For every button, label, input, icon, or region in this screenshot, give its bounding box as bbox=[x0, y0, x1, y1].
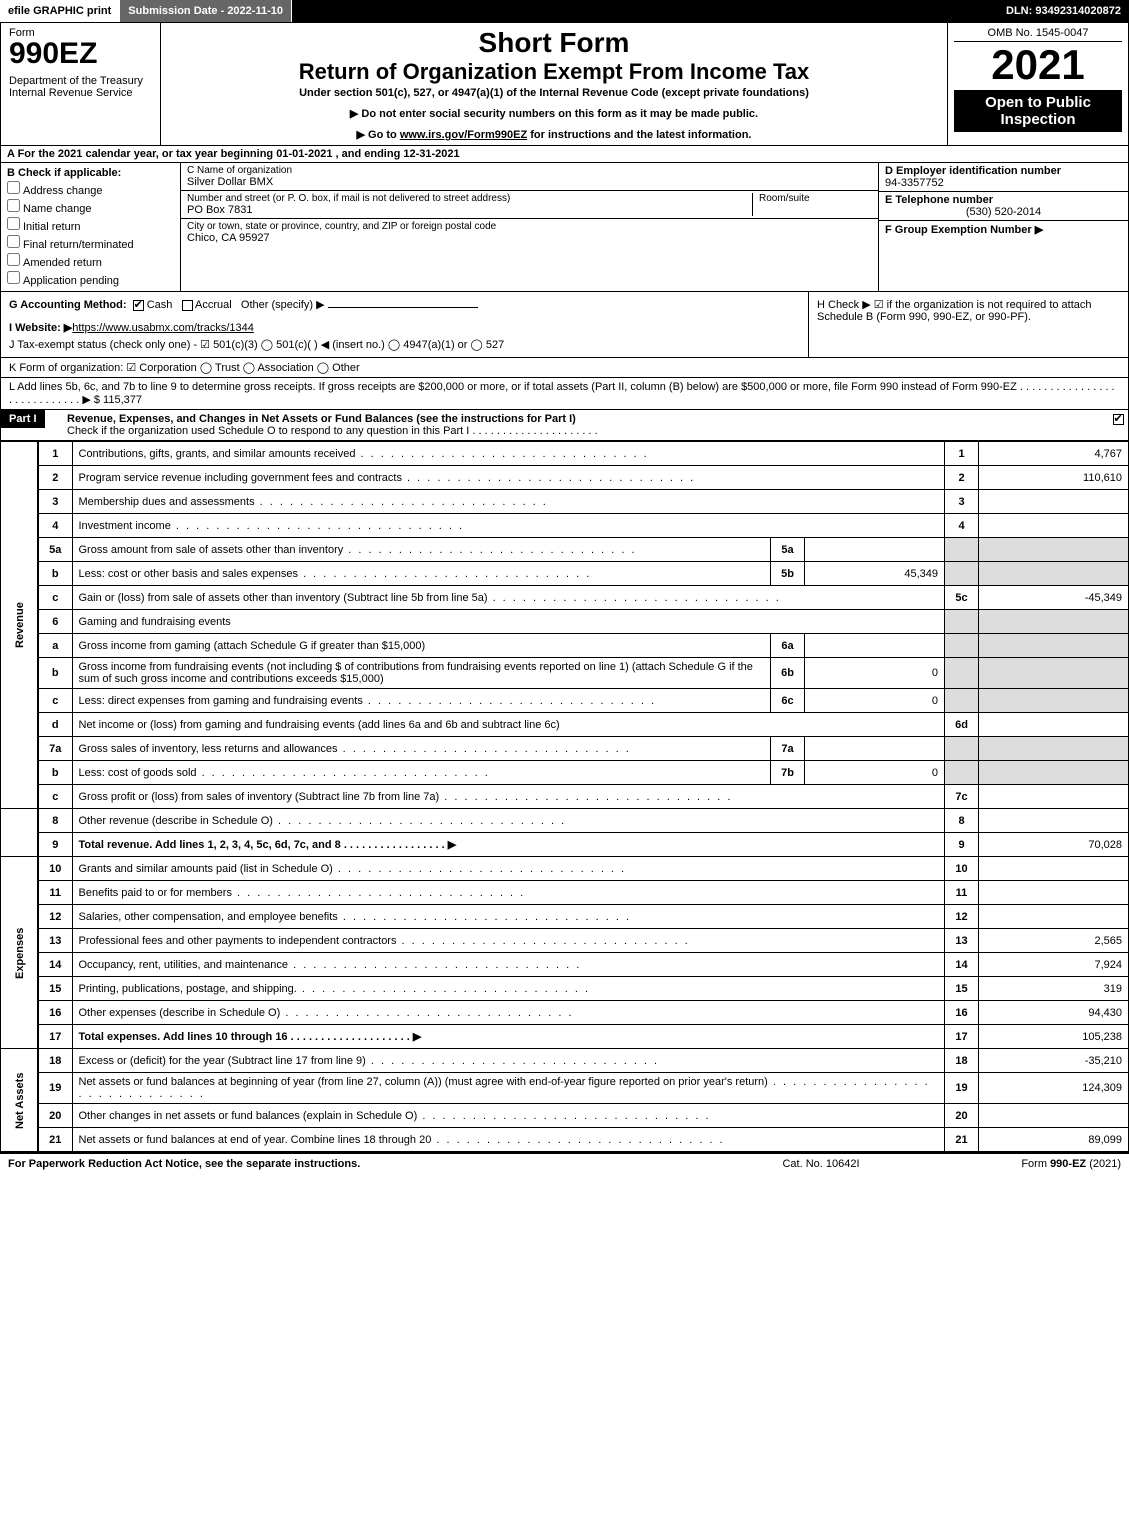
revenue-section-label: Revenue bbox=[1, 442, 39, 809]
ein-label: D Employer identification number bbox=[885, 165, 1122, 177]
short-form-title: Short Form bbox=[171, 27, 937, 59]
section-gh: G Accounting Method: Cash Accrual Other … bbox=[0, 292, 1129, 358]
note-ssn: ▶ Do not enter social security numbers o… bbox=[171, 107, 937, 120]
form-header: Form 990EZ Department of the Treasury In… bbox=[0, 22, 1129, 146]
line9-total-revenue: 70,028 bbox=[979, 833, 1129, 857]
irs-link[interactable]: www.irs.gov/Form990EZ bbox=[400, 129, 527, 141]
part1-check: Check if the organization used Schedule … bbox=[67, 425, 1102, 437]
accounting-method: G Accounting Method: Cash Accrual Other … bbox=[1, 292, 808, 357]
note-link: ▶ Go to www.irs.gov/Form990EZ for instru… bbox=[171, 128, 937, 141]
expenses-section-label: Expenses bbox=[1, 857, 39, 1049]
line14-value: 7,924 bbox=[979, 953, 1129, 977]
line16-value: 94,430 bbox=[979, 1001, 1129, 1025]
column-c: C Name of organization Silver Dollar BMX… bbox=[181, 163, 878, 291]
line19-value: 124,309 bbox=[979, 1073, 1129, 1104]
form-subtitle: Under section 501(c), 527, or 4947(a)(1)… bbox=[171, 87, 937, 99]
tel-value: (530) 520-2014 bbox=[885, 206, 1122, 218]
schedule-b-check: H Check ▶ ☑ if the organization is not r… bbox=[808, 292, 1128, 357]
form-title: Return of Organization Exempt From Incom… bbox=[171, 59, 937, 85]
chk-amended-return[interactable]: Amended return bbox=[7, 253, 174, 269]
group-exempt-label: F Group Exemption Number ▶ bbox=[885, 223, 1122, 236]
department-label: Department of the Treasury Internal Reve… bbox=[9, 75, 154, 99]
tax-exempt-status: J Tax-exempt status (check only one) - ☑… bbox=[9, 338, 800, 351]
city-value: Chico, CA 95927 bbox=[187, 232, 872, 244]
line5b-value: 45,349 bbox=[805, 562, 945, 586]
paperwork-notice: For Paperwork Reduction Act Notice, see … bbox=[8, 1158, 721, 1170]
part1-tag: Part I bbox=[1, 410, 45, 428]
line7b-value: 0 bbox=[805, 761, 945, 785]
section-bcd: B Check if applicable: Address change Na… bbox=[0, 163, 1129, 292]
line15-value: 319 bbox=[979, 977, 1129, 1001]
line17-total-expenses: 105,238 bbox=[979, 1025, 1129, 1049]
part1-schedule-o-checkbox[interactable] bbox=[1113, 414, 1124, 425]
tax-year: 2021 bbox=[954, 42, 1122, 88]
website-label: I Website: ▶ bbox=[9, 322, 72, 334]
room-label: Room/suite bbox=[759, 193, 872, 204]
chk-accrual[interactable] bbox=[182, 300, 193, 311]
column-d: D Employer identification number 94-3357… bbox=[878, 163, 1128, 291]
header-left: Form 990EZ Department of the Treasury In… bbox=[1, 23, 161, 145]
website-link[interactable]: https://www.usabmx.com/tracks/1344 bbox=[72, 322, 254, 334]
chk-name-change[interactable]: Name change bbox=[7, 199, 174, 215]
org-name-value: Silver Dollar BMX bbox=[187, 176, 872, 188]
section-l: L Add lines 5b, 6c, and 7b to line 9 to … bbox=[0, 378, 1129, 410]
col-b-header: B Check if applicable: bbox=[7, 167, 174, 179]
org-name-label: C Name of organization bbox=[187, 165, 872, 176]
tel-label: E Telephone number bbox=[885, 194, 1122, 206]
line13-value: 2,565 bbox=[979, 929, 1129, 953]
form-number: 990EZ bbox=[9, 39, 154, 69]
line6b-value: 0 bbox=[805, 658, 945, 689]
chk-cash[interactable] bbox=[133, 300, 144, 311]
chk-application-pending[interactable]: Application pending bbox=[7, 271, 174, 287]
header-right: OMB No. 1545-0047 2021 Open to Public In… bbox=[948, 23, 1128, 145]
netassets-section-label: Net Assets bbox=[1, 1049, 39, 1152]
catalog-number: Cat. No. 10642I bbox=[721, 1158, 921, 1170]
submission-date: Submission Date - 2022-11-10 bbox=[120, 0, 292, 22]
section-k: K Form of organization: ☑ Corporation ◯ … bbox=[0, 358, 1129, 378]
line21-value: 89,099 bbox=[979, 1128, 1129, 1152]
part1-header: Part I Revenue, Expenses, and Changes in… bbox=[0, 410, 1129, 441]
omb-number: OMB No. 1545-0047 bbox=[954, 27, 1122, 42]
line5c-value: -45,349 bbox=[979, 586, 1129, 610]
top-bar: efile GRAPHIC print Submission Date - 20… bbox=[0, 0, 1129, 22]
header-center: Short Form Return of Organization Exempt… bbox=[161, 23, 948, 145]
line1-value: 4,767 bbox=[979, 442, 1129, 466]
chk-final-return[interactable]: Final return/terminated bbox=[7, 235, 174, 251]
ein-value: 94-3357752 bbox=[885, 177, 1122, 189]
line18-value: -35,210 bbox=[979, 1049, 1129, 1073]
line6c-value: 0 bbox=[805, 689, 945, 713]
dln-label: DLN: 93492314020872 bbox=[998, 0, 1129, 22]
city-label: City or town, state or province, country… bbox=[187, 221, 872, 232]
part1-title: Revenue, Expenses, and Changes in Net As… bbox=[67, 413, 1102, 425]
chk-address-change[interactable]: Address change bbox=[7, 181, 174, 197]
part1-lines-table: Revenue 1Contributions, gifts, grants, a… bbox=[0, 441, 1129, 1152]
line-a: A For the 2021 calendar year, or tax yea… bbox=[0, 146, 1129, 163]
form-ref: Form 990-EZ (2021) bbox=[921, 1158, 1121, 1170]
page-footer: For Paperwork Reduction Act Notice, see … bbox=[0, 1152, 1129, 1174]
open-to-public: Open to Public Inspection bbox=[954, 90, 1122, 132]
efile-label[interactable]: efile GRAPHIC print bbox=[0, 0, 120, 22]
line2-value: 110,610 bbox=[979, 466, 1129, 490]
addr-label: Number and street (or P. O. box, if mail… bbox=[187, 193, 752, 204]
chk-initial-return[interactable]: Initial return bbox=[7, 217, 174, 233]
addr-value: PO Box 7831 bbox=[187, 204, 752, 216]
column-b: B Check if applicable: Address change Na… bbox=[1, 163, 181, 291]
